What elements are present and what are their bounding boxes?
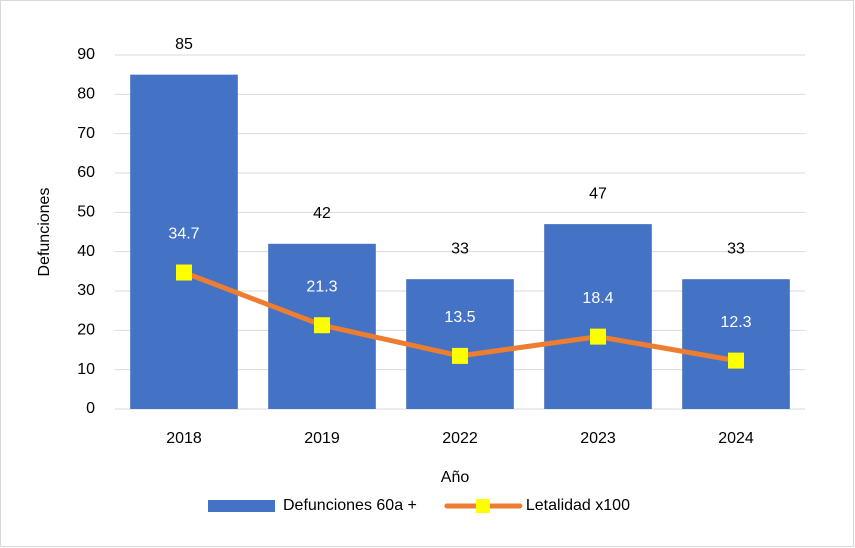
line-marker — [590, 328, 606, 345]
y-tick-label: 0 — [86, 400, 95, 417]
x-tick-label: 2019 — [304, 430, 340, 447]
y-tick-label: 70 — [77, 125, 95, 142]
y-tick-label: 60 — [77, 164, 95, 181]
y-tick-label: 20 — [77, 322, 95, 339]
bar-value-label: 33 — [451, 240, 469, 257]
bar-value-label: 33 — [727, 240, 745, 257]
bar — [682, 279, 790, 409]
line-marker — [314, 317, 330, 334]
line-value-label: 12.3 — [720, 314, 751, 331]
line-value-label: 13.5 — [444, 309, 475, 326]
x-tick-label: 2018 — [166, 430, 202, 447]
line-value-label: 18.4 — [582, 290, 613, 307]
bar-value-label: 85 — [175, 36, 193, 53]
line-marker — [728, 352, 744, 369]
y-tick-label: 30 — [77, 282, 95, 299]
y-tick-label: 10 — [77, 361, 95, 378]
x-axis-title: Año — [441, 469, 470, 486]
y-tick-label: 80 — [77, 86, 95, 103]
x-tick-label: 2024 — [718, 430, 754, 447]
bar — [544, 224, 652, 409]
bar — [130, 74, 238, 410]
legend-label: Defunciones 60a + — [283, 497, 417, 514]
bar-value-label: 42 — [313, 205, 331, 222]
x-tick-label: 2022 — [442, 430, 478, 447]
line-value-label: 34.7 — [168, 226, 199, 243]
y-tick-label: 50 — [77, 204, 95, 221]
line-value-label: 21.3 — [306, 278, 337, 295]
y-tick-label: 40 — [77, 243, 95, 260]
legend-label: Letalidad x100 — [526, 497, 630, 514]
legend-marker — [475, 499, 490, 513]
bar-value-label: 47 — [589, 185, 607, 202]
y-tick-label: 90 — [77, 46, 95, 63]
line-marker — [452, 347, 468, 364]
legend-swatch — [208, 500, 275, 512]
bar — [406, 279, 514, 409]
line-marker — [176, 264, 192, 281]
x-tick-label: 2023 — [580, 430, 616, 447]
y-axis-title: Defunciones — [36, 188, 53, 277]
